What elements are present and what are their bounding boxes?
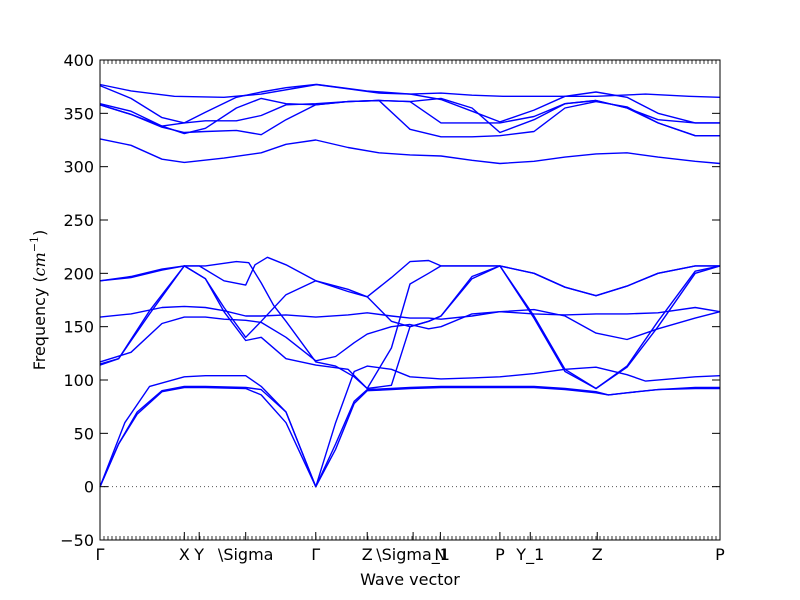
- y-tick-label: −50: [60, 531, 94, 550]
- x-tick-label: X: [179, 545, 190, 564]
- x-tick-label: Z: [592, 545, 603, 564]
- y-tick-label: 300: [63, 158, 94, 177]
- x-tick-label: P: [715, 545, 725, 564]
- y-axis-label: Frequency (cm−1): [28, 230, 49, 371]
- y-tick-label: 250: [63, 211, 94, 230]
- phonon-band-2: [99, 83, 720, 124]
- phonon-band-10: [99, 265, 721, 390]
- phonon-band-14: [99, 386, 720, 488]
- x-tick-label: Y_1: [515, 545, 544, 565]
- y-tick-label: 200: [63, 264, 94, 283]
- phonon-band-12: [99, 308, 721, 363]
- y-axis-label-exponent: −1: [28, 236, 41, 252]
- y-axis-label-close: ): [30, 230, 49, 236]
- phonon-band-1: [99, 83, 721, 98]
- y-axis-label-unit: cm: [30, 252, 49, 276]
- x-axis-label: Wave vector: [360, 570, 460, 589]
- x-tick-label: \Sigma: [218, 545, 274, 564]
- x-tick-label: \Sigma_1: [376, 545, 450, 565]
- y-tick-label: 150: [63, 318, 94, 337]
- y-tick-label: 350: [63, 104, 94, 123]
- y-tick-label: 0: [84, 478, 94, 497]
- y-tick-label: 50: [74, 424, 94, 443]
- phonon-band-6: [99, 138, 721, 165]
- phonon-band-5: [99, 99, 720, 138]
- x-tick-label: Γ: [311, 545, 320, 564]
- y-tick-label: 100: [63, 371, 94, 390]
- x-tick-label: Y: [193, 545, 204, 564]
- phonon-band-11: [99, 305, 721, 320]
- y-tick-label: 400: [63, 51, 94, 70]
- x-tick-label: N: [434, 545, 446, 564]
- x-tick-label: Γ: [96, 545, 105, 564]
- phonon-band-15: [99, 365, 721, 488]
- x-tick-label: P: [495, 545, 505, 564]
- x-tick-label: Z: [362, 545, 373, 564]
- y-axis-label-main: Frequency (: [30, 276, 49, 370]
- series-layer: [99, 83, 721, 488]
- phonon-band-8: [99, 256, 720, 298]
- plot-frame: [99, 59, 721, 541]
